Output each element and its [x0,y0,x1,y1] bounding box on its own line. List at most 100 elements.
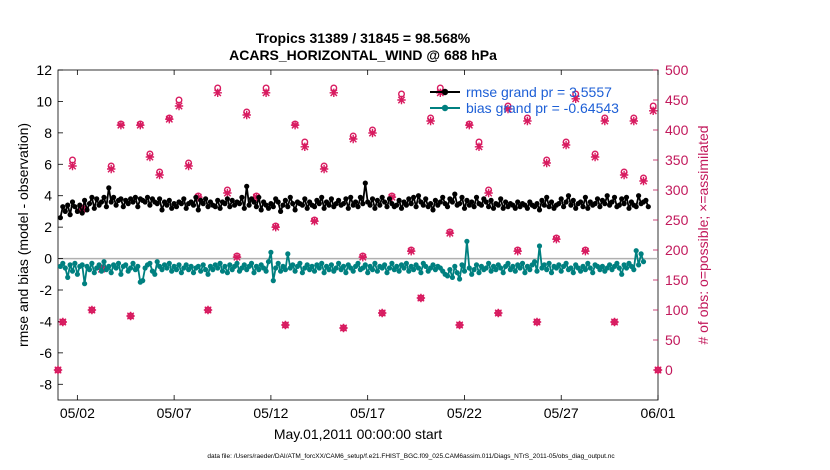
rmse-point [611,194,618,200]
rmse-point [498,196,504,202]
bias-point [309,263,315,269]
bias-point [210,267,216,273]
legend-rmse-text: rmse grand pr = 3.5557 [466,84,612,100]
y-right-tick-label: 250 [665,212,689,228]
bias-point [401,265,407,271]
bias-point [556,262,562,268]
rmse-point [183,205,189,211]
rmse-point [275,199,281,205]
obs-assimilated-point [107,164,116,174]
bias-point [72,260,78,266]
rmse-point [319,194,325,200]
obs-assimilated-point [465,121,474,130]
obs-assimilated-point [174,101,184,111]
x-tick-label: 06/01 [640,405,675,421]
obs-assimilated-point [232,253,242,262]
rmse-point [328,196,334,202]
rmse-point [57,215,64,221]
x-tick-label: 05/27 [544,405,579,421]
bias-point [311,268,318,274]
rmse-point [302,196,308,202]
rmse-point [645,204,651,210]
rmse-point [396,197,402,203]
bias-point [89,260,95,266]
bias-point [372,260,378,266]
bias-point [607,262,613,268]
bias-point [461,268,468,274]
rmse-point [548,199,555,205]
bias-point [466,265,472,271]
y-right-tick-label: 400 [665,122,689,138]
x-tick-label: 05/02 [60,405,95,421]
bias-point [91,270,97,276]
bias-point [449,274,455,280]
rmse-point [345,205,351,211]
bias-point [316,265,322,271]
bias-point [326,267,332,273]
bias-point [473,262,480,268]
bias-point [587,265,593,271]
bias-point [616,265,622,271]
rmse-point [229,197,235,203]
y-left-tick-label: -8 [40,376,53,392]
rmse-point [251,199,257,205]
rmse-point [79,210,85,216]
rmse-point [203,196,209,202]
chart-title-line-2: ACARS_HORIZONTAL_WIND @ 688 hPa [229,47,497,63]
x-tick-label: 05/22 [447,405,482,421]
bias-point [517,265,523,271]
bias-point [631,267,637,273]
obs-assimilated-point [590,152,600,162]
bias-series [57,238,647,287]
bias-point [483,265,489,271]
bias-point [292,268,298,274]
bias-point [319,260,325,266]
obs-assimilated-point [203,305,213,315]
bias-point [256,267,262,273]
y-right-tick-label: 0 [665,362,673,378]
rmse-point [452,191,458,197]
bias-point [563,260,569,266]
obs-assimilated-point [600,116,609,126]
bias-point [374,268,380,274]
obs-assimilated-point [281,320,290,330]
bias-point [558,268,564,274]
bias-point [198,268,204,274]
obs-assimilated-point [58,317,67,327]
bias-point [140,278,146,284]
rmse-point [106,185,112,191]
bias-point [190,270,197,276]
rmse-point [403,202,409,208]
rmse-point [282,197,288,203]
obs-assimilated-point [474,142,484,151]
bias-point [297,260,303,266]
rmse-point [111,194,117,200]
rmse-point [623,194,630,200]
bias-point [362,262,368,268]
bias-point [541,262,547,268]
bias-point [498,265,504,271]
rmse-point [130,199,136,205]
rmse-point [643,197,649,203]
y-left-tick-label: -4 [40,313,53,329]
rmse-point [602,201,608,207]
bias-point [536,243,543,249]
bias-point [333,265,339,271]
bias-point [215,265,221,271]
x-tick-label: 05/07 [157,405,192,421]
bias-point [205,271,211,277]
y-left-tick-label: -6 [40,345,53,361]
bias-point [195,263,201,269]
y-left-tick-label: 10 [36,93,52,109]
bias-point [251,270,257,276]
obs-assimilated-point [213,88,222,97]
obs-assimilated-point [503,104,513,114]
rmse-point [336,197,342,203]
bias-point [98,268,105,274]
bias-point [304,262,310,268]
bias-point [169,268,175,274]
rmse-point [60,204,66,210]
y-axis-left-label: rmse and bias (model - observation) [15,123,31,347]
rmse-point [169,205,175,211]
rmse-point [157,196,163,202]
